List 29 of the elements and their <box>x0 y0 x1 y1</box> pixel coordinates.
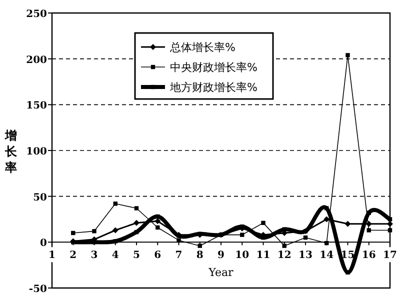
x-tick-label: 6 <box>154 250 162 262</box>
x-tick-label: 13 <box>298 250 312 262</box>
x-axis-title: Year <box>208 266 234 280</box>
y-tick-label: 250 <box>26 9 48 20</box>
x-tick-label: 1 <box>48 250 56 262</box>
x-tick-label: 10 <box>235 250 250 262</box>
x-tick-label: 12 <box>277 250 292 262</box>
x-tick-label: 15 <box>340 250 355 262</box>
x-tick-label: 2 <box>70 250 77 262</box>
x-tick-label: 8 <box>196 250 204 262</box>
y-tick-label: 150 <box>26 100 48 112</box>
y-tick-label: 50 <box>33 192 48 204</box>
legend-label: 总体增长率% <box>169 41 236 54</box>
x-tick-label: 14 <box>320 250 334 262</box>
y-axis-title: 增长率 <box>4 128 18 174</box>
legend-label: 地方财政增长率% <box>169 81 258 94</box>
x-tick-label: 11 <box>256 250 270 262</box>
legend-label: 中央财政增长率% <box>170 61 258 74</box>
y-tick-label: 100 <box>26 146 48 158</box>
x-tick-label: 7 <box>175 250 182 262</box>
y-tick-label: 0 <box>40 238 48 250</box>
y-tick-label: 200 <box>26 54 48 66</box>
x-tick-label: 16 <box>362 250 376 262</box>
x-tick-label: 3 <box>90 250 98 262</box>
x-tick-label: 5 <box>133 250 140 262</box>
x-tick-label: 17 <box>383 250 397 262</box>
x-tick-label: 4 <box>112 250 119 262</box>
y-tick-label: -50 <box>28 284 48 295</box>
x-tick-label: 9 <box>218 250 225 262</box>
